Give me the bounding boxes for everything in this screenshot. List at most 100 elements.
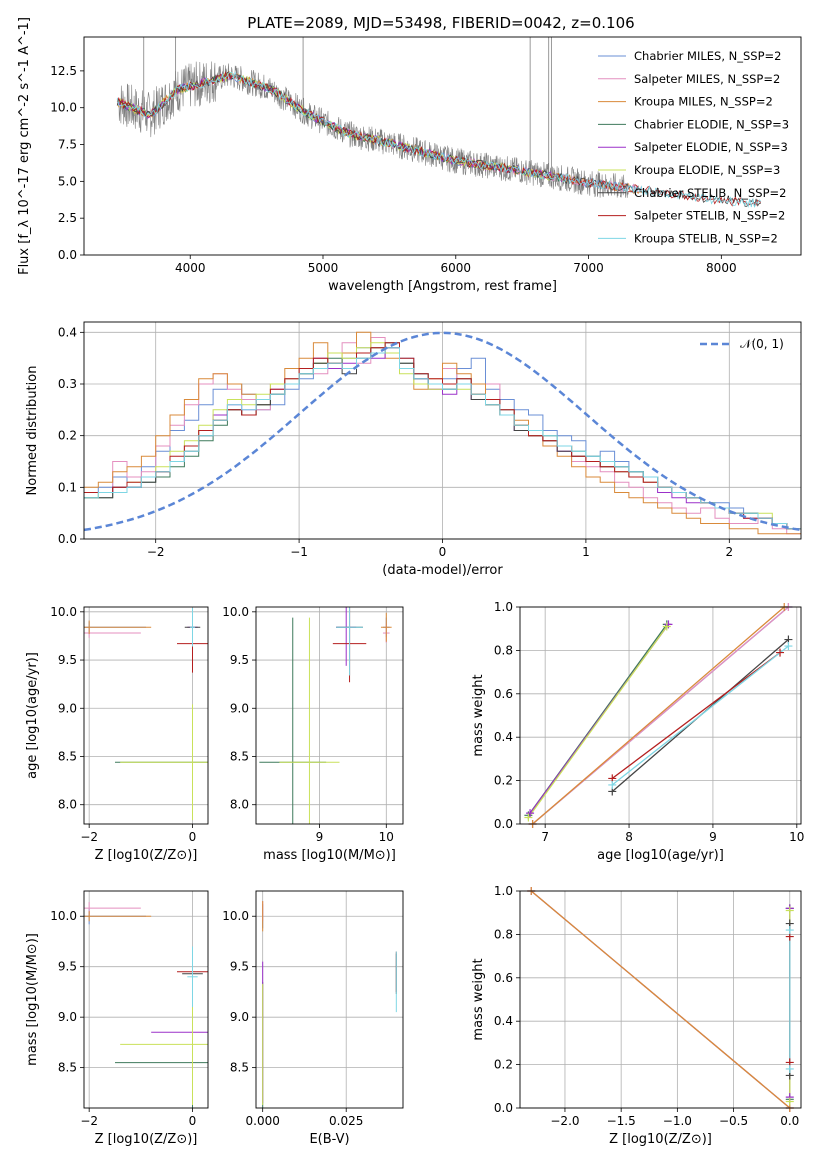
weight-marker	[785, 906, 794, 915]
y-axis-label: age [log10(age/yr)]	[25, 652, 40, 779]
axes-frame	[519, 890, 802, 1109]
plot-area-mass-vs-Z	[84, 902, 208, 1108]
y-axis-label: Normed distribution	[25, 366, 40, 496]
figure-title: PLATE=2089, MJD=53498, FIBERID=0042, z=0…	[247, 14, 634, 32]
weight-line	[527, 626, 668, 818]
x-tick-label: 0.025	[329, 1114, 363, 1128]
x-tick-label: 10	[789, 830, 804, 844]
weight-marker	[776, 648, 785, 657]
axes-frame	[83, 321, 802, 540]
legend-entry: Salpeter MILES, N_SSP=2	[634, 72, 780, 86]
x-tick-label: −2	[80, 830, 98, 844]
spectrum-model-line	[117, 73, 642, 194]
x-tick-label: 0	[439, 545, 447, 559]
weight-marker	[785, 1064, 794, 1073]
y-tick-label: 0.6	[494, 687, 513, 701]
x-tick-label: −1	[290, 545, 308, 559]
y-tick-label: 8.5	[230, 749, 249, 763]
y-tick-label: 0.0	[58, 532, 77, 546]
y-tick-label: 0.1	[58, 480, 77, 494]
x-tick-label: 9	[316, 830, 324, 844]
gaussian-legend-label: 𝒩(0, 1)	[740, 337, 784, 351]
y-tick-label: 0.2	[494, 1058, 513, 1072]
plot-area-spectrum	[116, 37, 762, 208]
y-axis-label: Flux [f_λ 10^-17 erg cm^-2 s^-1 A^-1]	[17, 17, 32, 275]
axes-frame	[519, 606, 802, 825]
x-tick-label: −1.0	[663, 1114, 692, 1128]
plot-area-mass-weight-vs-age	[527, 607, 789, 824]
y-tick-label: 0.0	[58, 248, 77, 262]
y-tick-label: 0.8	[494, 643, 513, 657]
x-tick-label: 1	[582, 545, 590, 559]
y-tick-label: 0.8	[494, 927, 513, 941]
y-tick-label: 9.5	[230, 960, 249, 974]
y-tick-label: 9.0	[58, 701, 77, 715]
y-tick-label: 10.0	[50, 909, 77, 923]
x-tick-label: 6000	[441, 261, 472, 275]
x-tick-label: 0	[189, 830, 197, 844]
weight-marker	[784, 642, 793, 651]
y-axis-label: mass [log10(M/M⊙)]	[25, 933, 40, 1066]
legend-entry: Kroupa ELODIE, N_SSP=3	[634, 163, 780, 177]
weight-marker	[526, 809, 535, 818]
legend-entry: Chabrier MILES, N_SSP=2	[634, 49, 781, 63]
axes-mass-vs-Z: −2 0 8.5 9.0 9.5 10.0 Z [log10(Z/Z⊙)] mass [log…	[25, 891, 208, 1147]
y-tick-label: 8.0	[230, 798, 249, 812]
y-tick-label: 1.0	[494, 884, 513, 898]
y-tick-label: 10.0	[222, 909, 249, 923]
x-tick-label: 10	[379, 830, 394, 844]
x-tick-label: 4000	[175, 261, 206, 275]
weight-line	[530, 891, 791, 1108]
axes-residual-histogram: −2 −1 0 1 2 0.0 0.1 0.2 0.3 0.4 (data-model)/error…	[25, 322, 801, 578]
x-axis-label: (data-model)/error	[382, 563, 503, 578]
y-tick-label: 10.0	[222, 605, 249, 619]
x-tick-label: −0.5	[719, 1114, 748, 1128]
y-tick-label: 0.4	[494, 730, 513, 744]
weight-line	[611, 645, 789, 786]
spectrum-model-line	[116, 71, 762, 208]
x-axis-label: age [log10(age/yr)]	[597, 848, 724, 863]
x-axis-label: Z [log10(Z/Z⊙)]	[95, 848, 198, 863]
x-tick-label: 7	[541, 830, 549, 844]
y-tick-label: 9.5	[230, 653, 249, 667]
axes-frame	[255, 890, 404, 1109]
x-axis-label: Z [log10(Z/Z⊙)]	[609, 1132, 712, 1147]
legend-entry: Kroupa MILES, N_SSP=2	[634, 95, 773, 109]
axes-frame	[83, 890, 209, 1109]
y-axis-label: mass weight	[471, 958, 486, 1040]
y-tick-label: 0.6	[494, 971, 513, 985]
x-axis-label: E(B-V)	[309, 1132, 349, 1147]
y-tick-label: 12.5	[50, 64, 77, 78]
y-tick-label: 10.0	[50, 605, 77, 619]
y-tick-label: 0.2	[494, 774, 513, 788]
y-tick-label: 9.5	[58, 653, 77, 667]
axes-age-vs-mass: 9 10 8.0 8.5 9.0 9.5 10.0 mass [log10(M/M⊙)]	[222, 605, 403, 863]
x-tick-label: 0	[189, 1114, 197, 1128]
y-tick-label: 0.4	[58, 325, 77, 339]
y-tick-label: 0.0	[494, 1101, 513, 1115]
histogram-step-series	[84, 347, 801, 530]
plot-area-age-vs-Z	[84, 607, 208, 821]
spectrum-model-line	[116, 71, 762, 207]
y-tick-label: 0.4	[494, 1014, 513, 1028]
x-tick-label: −2	[80, 1114, 98, 1128]
y-tick-label: 1.0	[494, 600, 513, 614]
y-tick-label: 8.5	[58, 749, 77, 763]
plot-area-mass-vs-ebv	[262, 901, 397, 1108]
x-tick-label: −2	[147, 545, 165, 559]
weight-marker	[662, 622, 671, 631]
axes-frame	[83, 36, 802, 256]
weight-line	[532, 607, 785, 824]
y-tick-label: 0.3	[58, 377, 77, 391]
spectrum-legend: Chabrier MILES, N_SSP=2 Salpeter MILES, N…	[598, 49, 789, 245]
y-tick-label: 9.5	[58, 960, 77, 974]
weight-marker	[608, 780, 617, 789]
legend-entry: Salpeter ELODIE, N_SSP=3	[634, 140, 788, 154]
y-tick-label: 10.0	[50, 101, 77, 115]
legend-entry: Salpeter STELIB, N_SSP=2	[634, 209, 785, 223]
plot-area-age-vs-mass	[259, 607, 392, 824]
y-tick-label: 9.0	[230, 1010, 249, 1024]
y-tick-label: 9.0	[230, 701, 249, 715]
gaussian-curve	[84, 331, 801, 532]
